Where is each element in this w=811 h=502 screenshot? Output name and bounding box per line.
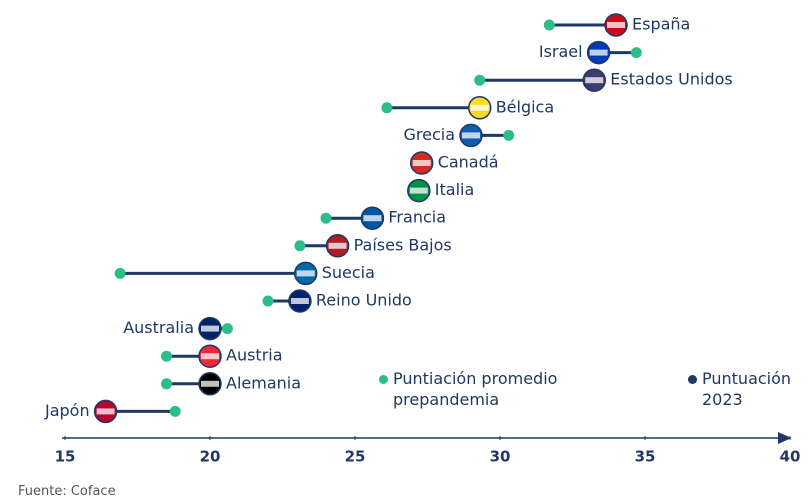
- category-label: Austria: [226, 346, 283, 365]
- category-label: Israel: [539, 42, 583, 61]
- flag-band: [201, 325, 219, 332]
- pre-pandemic-dot: [320, 212, 332, 224]
- category-label: Bélgica: [496, 97, 554, 116]
- flag-band: [328, 242, 347, 249]
- pre-pandemic-dot: [262, 295, 274, 307]
- pre-pandemic-dot: [169, 405, 181, 417]
- flag-band: [96, 408, 115, 415]
- pre-pandemic-dot: [543, 19, 555, 31]
- category-label: Estados Unidos: [610, 70, 732, 89]
- x-tick-label: 20: [200, 448, 221, 466]
- x-tick-label: 30: [490, 448, 511, 466]
- flag-band: [589, 49, 608, 56]
- category-label: Alemania: [226, 373, 301, 392]
- flag-band: [585, 77, 604, 84]
- flag-band: [296, 270, 315, 277]
- category-label: Japón: [44, 401, 90, 420]
- flag-band: [290, 298, 309, 304]
- flag-band: [470, 104, 489, 111]
- flag-band: [409, 187, 428, 194]
- category-label: Grecia: [403, 125, 455, 144]
- flag-band: [201, 353, 219, 360]
- pre-pandemic-dot: [161, 350, 172, 362]
- category-label: Canadá: [438, 153, 499, 172]
- legend-marker: [379, 375, 388, 384]
- category-label: Reino Unido: [316, 291, 412, 310]
- category-label: Australia: [123, 318, 194, 337]
- flag-band: [462, 132, 480, 139]
- x-tick-label: 40: [780, 448, 801, 466]
- pre-pandemic-dot: [294, 240, 306, 252]
- flag-band: [607, 22, 625, 28]
- flag-band: [363, 215, 382, 222]
- pre-pandemic-dot: [114, 267, 126, 279]
- pre-pandemic-dot: [630, 47, 642, 59]
- category-label: España: [632, 15, 690, 34]
- pre-pandemic-dot: [474, 74, 486, 86]
- category-label: Italia: [435, 180, 475, 199]
- x-tick-label: 15: [55, 448, 76, 466]
- legend-label: Puntuación 2023: [702, 369, 792, 409]
- source-note: Fuente: Coface: [18, 484, 116, 499]
- legend-item: Puntuación 2023: [688, 368, 811, 410]
- category-label: Países Bajos: [354, 235, 452, 254]
- flag-band: [201, 380, 219, 387]
- pre-pandemic-dot: [503, 129, 515, 141]
- pre-pandemic-dot: [221, 323, 233, 335]
- pre-pandemic-dot: [381, 102, 393, 114]
- x-tick-label: 35: [635, 448, 656, 466]
- legend-marker: [688, 375, 697, 384]
- pre-pandemic-dot: [161, 378, 172, 390]
- legend-label: Puntiación promedio prepandemia: [393, 369, 558, 409]
- flag-band: [412, 160, 431, 166]
- category-label: Suecia: [322, 263, 375, 282]
- legend-item: Puntiación promedio prepandemia: [379, 368, 603, 410]
- category-label: Francia: [388, 208, 446, 227]
- x-tick-label: 25: [345, 448, 366, 466]
